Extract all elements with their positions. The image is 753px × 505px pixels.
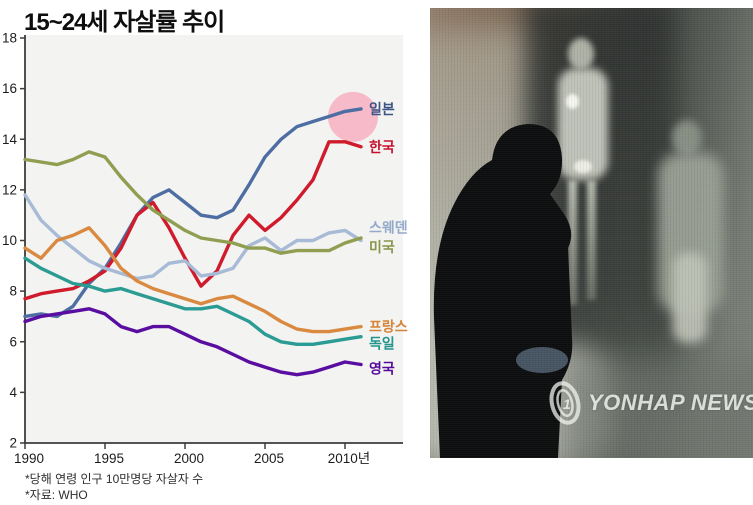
x-tick-label: 1995 [94, 451, 124, 466]
photo-floor-right [563, 358, 753, 458]
silhouette-back [464, 198, 532, 298]
line-uk [23, 307, 363, 377]
chart-footnotes: *당해 연령 인구 10만명당 자살자 수 *자료: WHO [25, 471, 203, 503]
y-tick-label: 10 [2, 233, 17, 248]
line-japan [23, 107, 363, 319]
y-tick-label: 18 [2, 31, 17, 46]
x-tick-label: 1990 [14, 451, 44, 466]
y-tick-label: 4 [9, 385, 17, 400]
line-usa [23, 150, 363, 255]
silhouette-sneaker [516, 347, 568, 373]
line-france [23, 226, 363, 334]
y-tick-label: 16 [2, 81, 17, 96]
series-label-uk: 영국 [369, 361, 395, 377]
highlight-circle-japan [328, 91, 378, 142]
standing-person-left-leg [568, 180, 577, 305]
photo-grain-overlay [430, 8, 753, 458]
suicide-rate-chart-panel: 15~24세 자살률 추이 2 4 6 8 10 12 14 16 18 1990 1995 2000… [2, 9, 408, 503]
series-label-usa: 미국 [369, 239, 395, 255]
line-germany [23, 256, 363, 346]
y-tick-label: 6 [9, 334, 17, 349]
background-person-right-head [672, 120, 702, 156]
series-label-japan: 일본 [369, 101, 395, 117]
watermark-text: YONHAP NEWS [588, 390, 753, 415]
news-photo: 1 YONHAP NEWS [430, 8, 753, 458]
footnote-definition: *당해 연령 인구 10만명당 자살자 수 [25, 472, 204, 486]
series-label-korea: 한국 [369, 139, 395, 155]
watermark: 1 YONHAP NEWS [548, 380, 753, 426]
y-tick-label: 2 [9, 436, 17, 451]
y-tick-label: 8 [9, 284, 17, 299]
series-label-germany: 독일 [369, 336, 395, 352]
crouching-silhouette [433, 124, 573, 458]
y-tick-label: 12 [2, 182, 17, 197]
svg-text:1: 1 [563, 396, 571, 412]
x-tick-label: 2010년 [328, 451, 370, 466]
line-chart: 2 4 6 8 10 12 14 16 18 1990 1995 2000 2005 2010년 일본한국스… [2, 31, 408, 467]
line-sweden [23, 193, 363, 281]
x-tick-label: 2005 [254, 451, 284, 466]
standing-person-right-leg [587, 180, 596, 300]
chart-title: 15~24세 자살률 추이 [24, 9, 225, 36]
series-label-sweden: 스웨덴 [369, 220, 408, 236]
standing-person-phone-glow [566, 94, 579, 109]
x-tick-label: 2000 [174, 451, 204, 466]
background-person-right-legs [673, 253, 707, 343]
standing-person-hem-highlight [574, 160, 592, 173]
yonhap-swirl-logo: 1 [549, 381, 581, 425]
footnote-source: *자료: WHO [25, 488, 88, 502]
series-label-france: 프랑스 [369, 319, 408, 335]
y-tick-label: 14 [2, 132, 18, 147]
standing-person-head [568, 38, 594, 70]
